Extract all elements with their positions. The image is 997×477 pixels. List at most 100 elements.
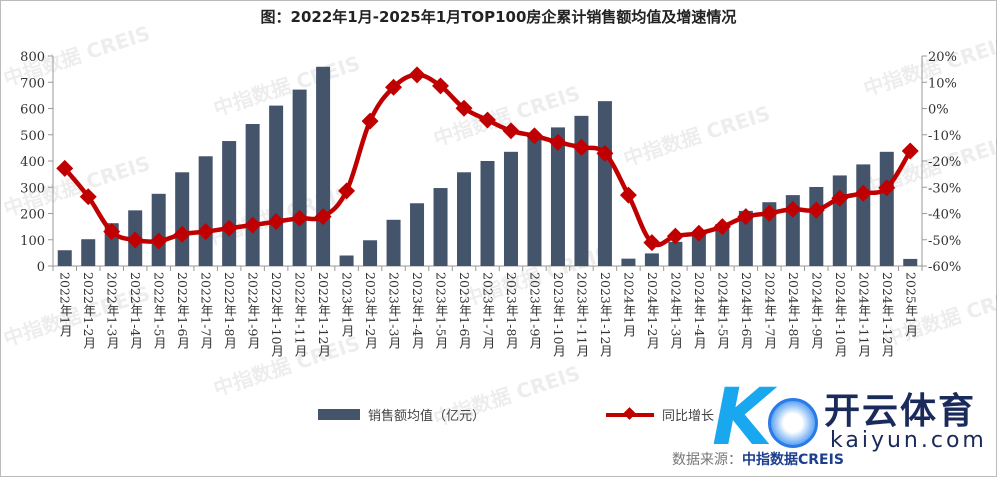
legend-line-label: 同比增长 <box>662 409 715 424</box>
growth-marker <box>220 219 238 237</box>
y-left-tick-label: 300 <box>20 181 45 196</box>
growth-marker <box>807 201 825 219</box>
growth-marker <box>126 231 144 249</box>
kaiyun-logo: K 开云体育 kaiyun.com <box>712 373 987 463</box>
growth-marker <box>291 209 309 227</box>
x-tick-label: 2024年1-8月 <box>785 272 801 349</box>
bar <box>81 239 96 266</box>
x-tick-label: 2024年1-4月 <box>691 272 707 349</box>
growth-marker <box>737 208 755 226</box>
x-tick-label: 2024年1-9月 <box>809 272 825 349</box>
x-tick-label: 2024年1-6月 <box>738 272 754 349</box>
growth-marker <box>831 189 849 207</box>
growth-marker <box>173 225 191 243</box>
bar <box>668 241 683 266</box>
y-left-tick-label: 600 <box>20 103 45 118</box>
x-tick-label: 2023年1-10月 <box>550 272 566 357</box>
y-right-tick-label: -30% <box>928 181 961 196</box>
bar <box>879 151 894 266</box>
x-tick-label: 2024年1月 <box>621 272 637 337</box>
x-tick-label: 2022年1月 <box>57 272 73 337</box>
growth-marker <box>432 77 450 95</box>
x-tick-label: 2023年1-2月 <box>363 272 379 349</box>
x-tick-label: 2023年1-7月 <box>480 272 496 349</box>
source-label: 数据来源： <box>672 452 742 468</box>
growth-marker <box>549 133 567 151</box>
growth-marker <box>150 232 168 250</box>
growth-marker <box>479 111 496 129</box>
bar <box>480 161 495 266</box>
growth-marker <box>197 223 215 241</box>
x-tick-label: 2023年1-12月 <box>597 272 613 357</box>
y-right-tick-label: -20% <box>928 155 961 170</box>
bar <box>809 186 824 266</box>
bar <box>527 136 542 266</box>
soccer-ball-icon <box>768 398 818 448</box>
bar <box>574 115 589 266</box>
bar <box>245 123 260 266</box>
legend-line: 同比增长 <box>606 405 714 424</box>
legend-bar-swatch <box>318 409 360 420</box>
growth-marker <box>502 122 520 140</box>
x-tick-label: 2024年1-12月 <box>879 272 895 357</box>
bar <box>644 253 659 266</box>
growth-marker <box>784 200 802 218</box>
data-source: 数据来源：中指数据CREIS <box>672 449 844 469</box>
growth-marker <box>525 127 543 145</box>
growth-marker <box>619 186 637 204</box>
x-tick-label: 2022年1-7月 <box>198 272 214 349</box>
bar <box>597 101 612 267</box>
y-right-tick-label: 0% <box>928 103 949 118</box>
bar <box>550 127 565 267</box>
bar <box>503 151 518 266</box>
bar <box>903 258 918 266</box>
x-tick-label: 2023年1-4月 <box>410 272 426 349</box>
growth-marker <box>338 182 356 200</box>
growth-marker <box>596 144 614 162</box>
bar <box>410 203 425 266</box>
y-right-tick-label: -60% <box>928 260 961 275</box>
x-tick-label: 2024年1-10月 <box>832 272 848 357</box>
x-tick-label: 2023年1-3月 <box>386 272 402 349</box>
bar <box>363 240 378 266</box>
x-tick-label: 2023年1月 <box>339 272 355 337</box>
source-name: 中指数据CREIS <box>742 452 844 468</box>
bar <box>339 255 354 266</box>
x-tick-label: 2022年1-6月 <box>175 272 191 349</box>
growth-marker <box>455 99 473 117</box>
bar <box>292 89 307 266</box>
y-right-tick-label: 10% <box>928 76 957 91</box>
y-right-tick-label: -10% <box>928 129 961 144</box>
x-tick-label: 2023年1-11月 <box>574 272 590 357</box>
y-left-tick-label: 400 <box>20 155 45 170</box>
x-tick-label: 2023年1-9月 <box>527 272 543 349</box>
x-tick-label: 2023年1-5月 <box>433 272 449 349</box>
growth-marker <box>572 138 590 156</box>
y-left-tick-label: 200 <box>20 208 45 223</box>
x-tick-label: 2024年1-11月 <box>856 272 872 357</box>
growth-marker <box>361 112 379 130</box>
bar <box>151 193 166 266</box>
x-tick-label: 2022年1-8月 <box>222 272 238 349</box>
x-tick-label: 2023年1-6月 <box>457 272 472 349</box>
x-tick-label: 2022年1-3月 <box>104 272 120 349</box>
bar <box>856 164 871 266</box>
growth-marker <box>244 216 262 234</box>
legend-line-swatch <box>606 406 654 420</box>
y-left-tick-label: 700 <box>20 76 45 91</box>
y-left-tick-label: 100 <box>20 234 45 249</box>
bar <box>175 172 190 266</box>
y-left-tick-label: 0 <box>37 260 45 275</box>
growth-marker <box>267 213 285 231</box>
bar <box>715 224 730 266</box>
y-left-tick-label: 800 <box>20 50 45 65</box>
growth-marker <box>713 218 731 236</box>
growth-marker <box>878 179 896 197</box>
bar <box>832 175 847 266</box>
bar <box>198 156 213 266</box>
y-right-tick-label: -40% <box>928 208 961 223</box>
growth-marker <box>314 208 332 226</box>
bar <box>222 141 237 266</box>
bar <box>621 258 636 266</box>
